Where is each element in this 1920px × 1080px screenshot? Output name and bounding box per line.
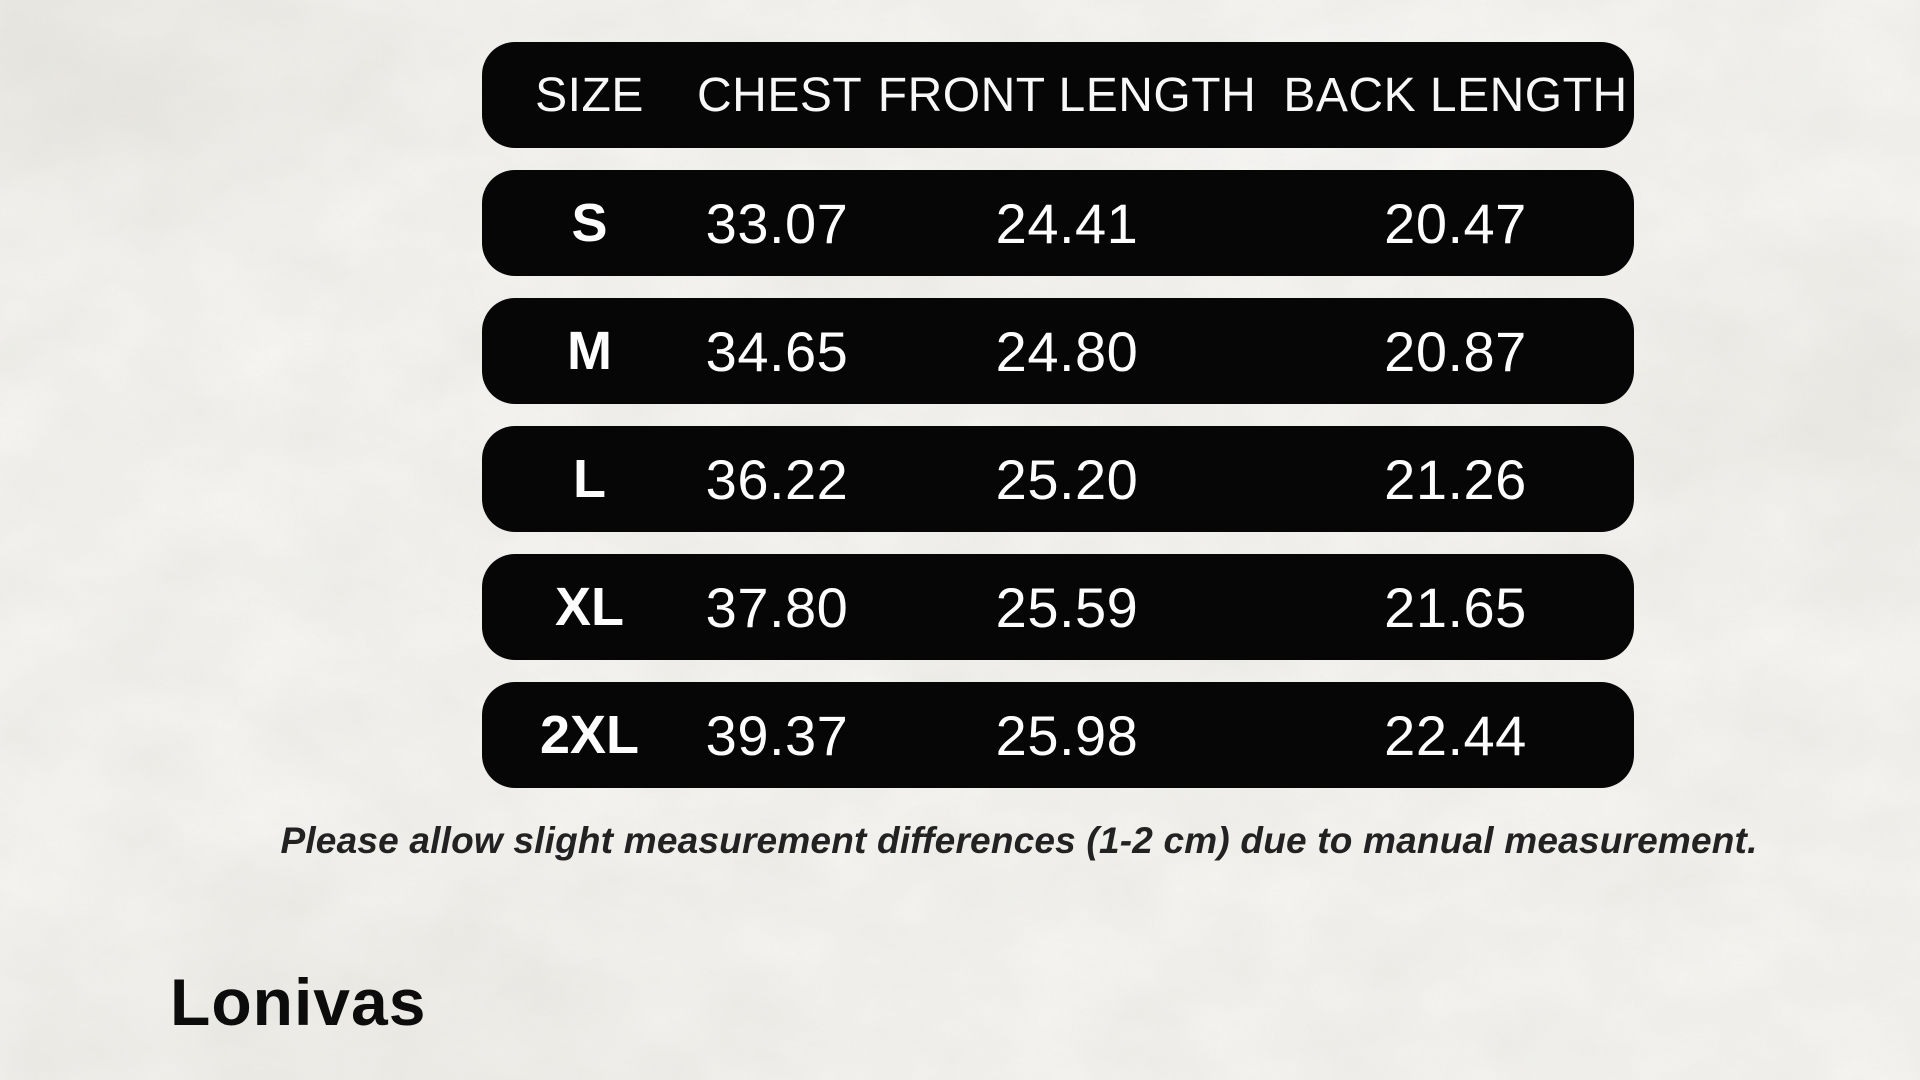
table-row-xl: XL 37.80 25.59 21.65: [482, 554, 1634, 660]
size-label: S: [571, 193, 608, 253]
front-length-value: 25.59: [995, 575, 1139, 639]
measurement-disclaimer: Please allow slight measurement differen…: [280, 820, 1758, 861]
table-row-l: L 36.22 25.20 21.26: [482, 426, 1634, 532]
front-length-value: 25.20: [995, 447, 1139, 511]
table-row-s: S 33.07 24.41 20.47: [482, 170, 1634, 276]
table-row-m: M 34.65 24.80 20.87: [482, 298, 1634, 404]
chest-value: 33.07: [705, 191, 849, 255]
front-length-value: 25.98: [995, 703, 1139, 767]
size-label: M: [567, 321, 612, 381]
chest-value: 39.37: [705, 703, 849, 767]
front-length-value: 24.41: [995, 191, 1139, 255]
chest-value: 37.80: [705, 575, 849, 639]
header-cell-front-length: FRONT LENGTH: [877, 68, 1257, 122]
size-label: 2XL: [539, 705, 640, 765]
size-label: L: [573, 449, 606, 509]
size-chart-table: SIZE CHEST FRONT LENGTH BACK LENGTH S 33…: [482, 42, 1634, 810]
size-label: XL: [554, 577, 624, 637]
back-length-value: 20.87: [1384, 319, 1527, 383]
front-length-value: 24.80: [995, 319, 1139, 383]
back-length-value: 22.44: [1384, 703, 1527, 767]
header-cell-back-length: BACK LENGTH: [1283, 68, 1628, 122]
header-cell-size: SIZE: [535, 68, 644, 122]
size-chart-header-row: SIZE CHEST FRONT LENGTH BACK LENGTH: [482, 42, 1634, 148]
brand-logo-text: Lonivas: [170, 965, 427, 1039]
back-length-value: 20.47: [1384, 191, 1527, 255]
chest-value: 34.65: [705, 319, 849, 383]
header-cell-chest: CHEST: [697, 68, 863, 122]
table-row-2xl: 2XL 39.37 25.98 22.44: [482, 682, 1634, 788]
back-length-value: 21.26: [1384, 447, 1527, 511]
back-length-value: 21.65: [1384, 575, 1527, 639]
chest-value: 36.22: [705, 447, 849, 511]
